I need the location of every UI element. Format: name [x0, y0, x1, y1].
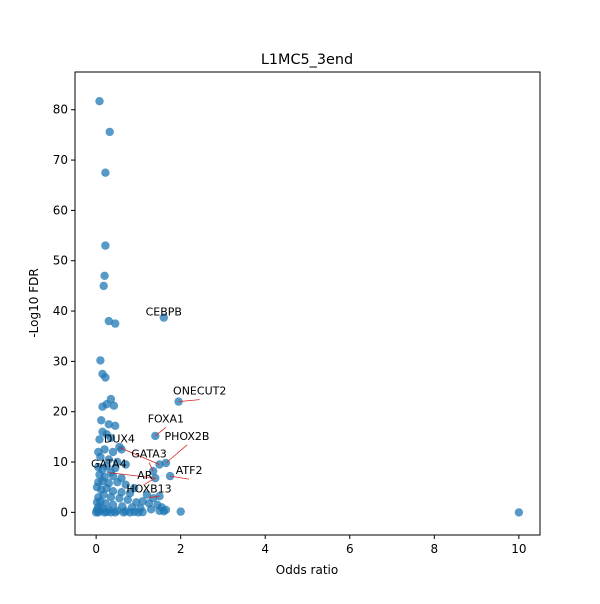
x-axis-ticks: 0 2 4 6 8 10: [92, 535, 527, 556]
data-point: [105, 127, 114, 137]
data-point: [109, 401, 119, 410]
y-tick-label: 30: [53, 354, 68, 368]
annotation-line: [148, 495, 160, 499]
data-point: [106, 433, 116, 443]
data-point: [108, 471, 118, 481]
data-point: [100, 271, 109, 280]
annotation-lines: [108, 399, 200, 499]
data-point: [106, 493, 116, 502]
data-point: [98, 477, 107, 486]
annotation-label: CEBPB: [146, 306, 182, 319]
data-point: [514, 508, 524, 517]
annotation-line: [119, 447, 160, 465]
data-point: [119, 508, 128, 517]
data-point: [99, 281, 108, 291]
annotation-labels: CEBPB ONECUT2 FOXA1 PHOX2B DUX4 GATA3 GATA4 ATF…: [91, 306, 226, 496]
x-tick-label: 6: [346, 542, 354, 556]
annotation-label: FOXA1: [148, 412, 184, 425]
plot-frame: [74, 71, 541, 536]
data-point: [101, 168, 110, 177]
data-point: [138, 497, 147, 506]
data-point: [96, 452, 105, 462]
annotation-label: ONECUT2: [173, 385, 226, 398]
data-point: [101, 241, 110, 250]
data-point: [125, 489, 135, 498]
data-point: [115, 442, 124, 452]
y-tick-label: 50: [53, 254, 68, 268]
annotation-line: [178, 399, 200, 402]
annotation-label: PHOX2B: [165, 430, 210, 443]
data-point: [100, 445, 109, 454]
data-point: [159, 313, 168, 322]
x-tick-label: 2: [177, 542, 185, 556]
data-point: [111, 421, 120, 430]
annotation-label: GATA4: [91, 458, 127, 471]
chart-title: L1MC5_3end: [261, 52, 353, 68]
data-point: [95, 97, 104, 106]
points-layer: [91, 97, 524, 517]
data-point: [102, 400, 111, 409]
y-tick-label: 60: [53, 203, 68, 217]
x-tick-label: 4: [261, 542, 269, 556]
annotation-line: [144, 477, 156, 485]
y-tick-label: 80: [53, 103, 68, 117]
data-point: [123, 495, 132, 504]
annotation-label: ATF2: [176, 464, 203, 477]
y-tick-label: 0: [60, 505, 68, 519]
data-point: [159, 507, 168, 516]
data-point: [111, 319, 120, 328]
data-point: [104, 316, 114, 326]
data-point: [99, 490, 108, 499]
data-point: [113, 478, 122, 487]
data-point: [176, 507, 185, 516]
data-point: [104, 420, 114, 429]
data-point: [165, 471, 175, 481]
annotation-line: [108, 472, 156, 479]
data-point: [104, 455, 114, 464]
y-tick-label: 70: [53, 153, 68, 167]
y-tick-label: 10: [53, 455, 68, 469]
annotation-line: [170, 475, 190, 480]
data-point: [121, 480, 130, 489]
data-point: [96, 356, 105, 365]
data-point: [100, 508, 109, 517]
x-tick-label: 8: [430, 542, 438, 556]
annotation-line: [165, 444, 188, 464]
data-point: [121, 460, 130, 469]
y-axis-label: -Log10 FDR: [27, 268, 41, 337]
data-point: [94, 508, 103, 517]
data-point: [125, 508, 135, 517]
data-point: [111, 463, 120, 473]
data-point: [97, 416, 106, 425]
annotation-line: [148, 462, 154, 472]
y-axis-ticks: 0 10 20 30 40 50 60 70 80: [53, 103, 75, 519]
x-axis-label: Odds ratio: [276, 563, 338, 577]
data-point: [102, 461, 111, 471]
data-point: [102, 484, 111, 493]
x-tick-label: 0: [92, 542, 100, 556]
data-point: [134, 508, 143, 517]
annotation-label: AR: [137, 469, 153, 482]
data-point: [108, 447, 118, 457]
data-point: [95, 435, 104, 444]
y-tick-label: 20: [53, 405, 68, 419]
data-point: [146, 505, 156, 514]
y-tick-label: 40: [53, 304, 68, 318]
data-point: [101, 373, 110, 382]
annotation-label: GATA3: [131, 448, 167, 461]
data-point: [115, 494, 124, 503]
data-point: [142, 490, 152, 499]
annotation-label: DUX4: [104, 432, 135, 445]
annotation-line: [155, 426, 167, 437]
data-point: [106, 508, 116, 517]
x-tick-label: 10: [511, 542, 526, 556]
annotation-label: HOXB13: [126, 483, 171, 496]
